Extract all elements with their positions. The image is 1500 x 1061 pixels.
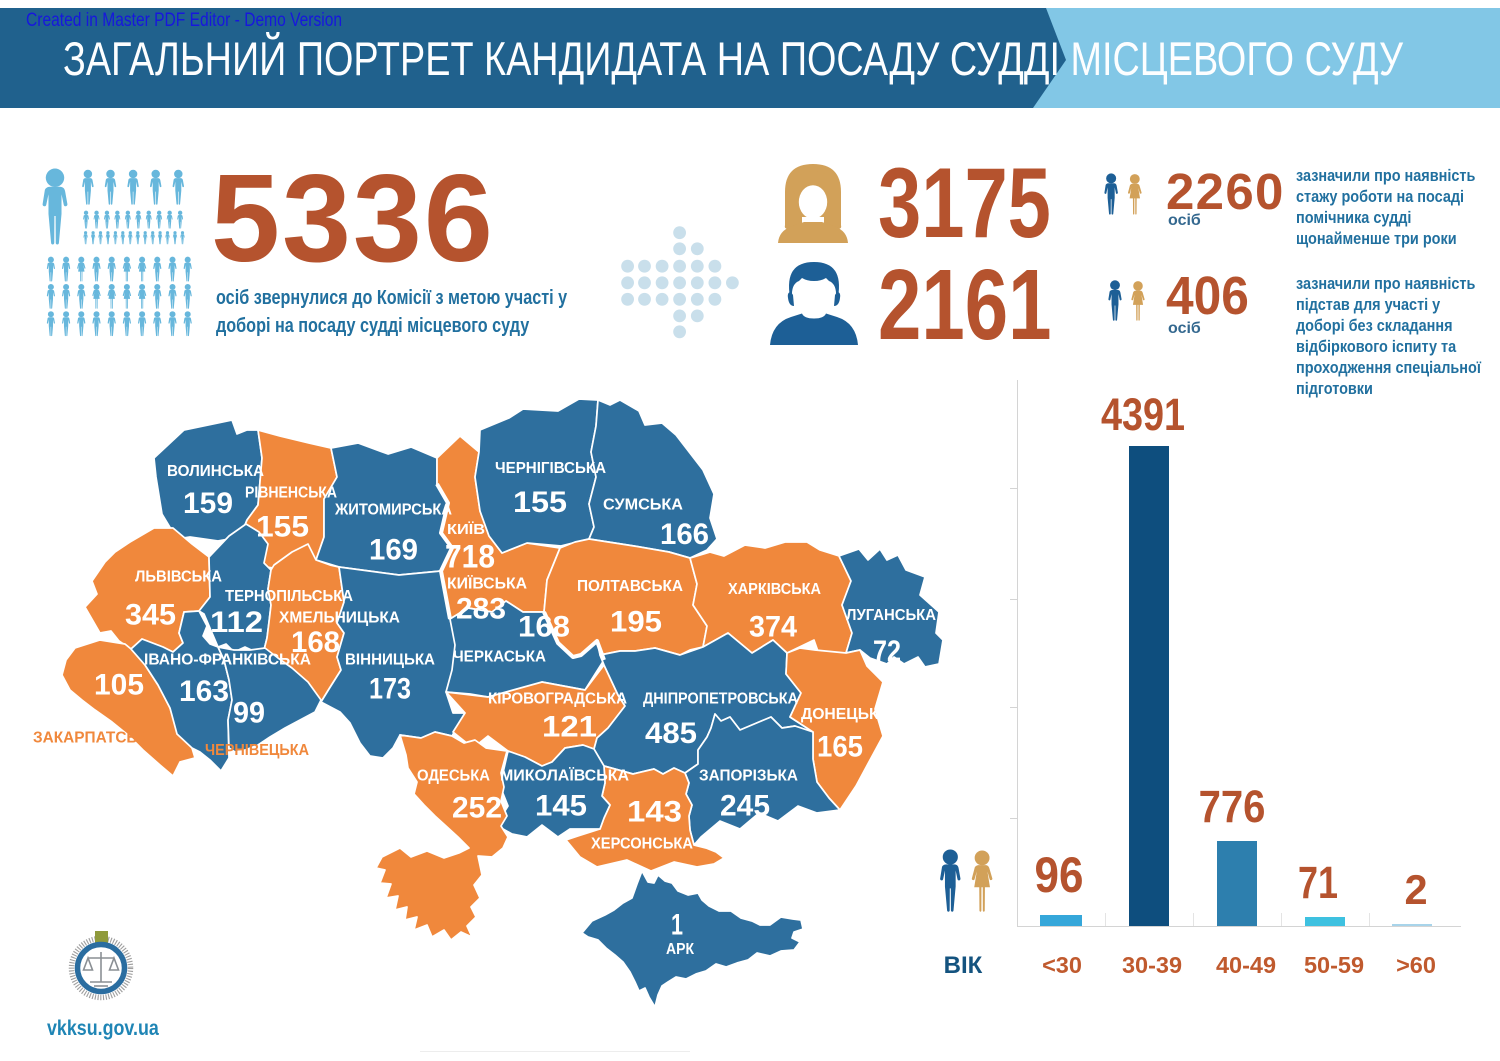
svg-text:ОДЕСЬКА: ОДЕСЬКА (417, 767, 490, 784)
svg-text:168: 168 (291, 626, 340, 659)
svg-text:99: 99 (233, 696, 265, 729)
svg-text:ЧЕРКАСЬКА: ЧЕРКАСЬКА (453, 648, 546, 665)
svg-text:ЧЕРНІГІВСЬКА: ЧЕРНІГІВСЬКА (495, 460, 606, 477)
svg-text:ТЕРНОПІЛЬСЬКА: ТЕРНОПІЛЬСЬКА (225, 588, 353, 605)
svg-text:374: 374 (749, 610, 797, 643)
svg-text:169: 169 (369, 533, 418, 566)
svg-text:163: 163 (179, 675, 229, 708)
svg-text:112: 112 (210, 606, 263, 639)
svg-text:ЗАПОРІЗЬКА: ЗАПОРІЗЬКА (699, 767, 798, 784)
svg-text:ЛУГАНСЬКА: ЛУГАНСЬКА (846, 607, 936, 624)
svg-text:ПОЛТАВСЬКА: ПОЛТАВСЬКА (577, 578, 683, 595)
svg-text:КИЇВ: КИЇВ (447, 521, 485, 538)
svg-text:718: 718 (445, 539, 495, 575)
svg-text:155: 155 (256, 510, 309, 543)
svg-text:168: 168 (518, 610, 570, 643)
svg-text:121: 121 (542, 710, 597, 743)
svg-text:485: 485 (645, 717, 697, 750)
svg-text:ЖИТОМИРСЬКА: ЖИТОМИРСЬКА (334, 501, 452, 518)
svg-text:ЛЬВІВСЬКА: ЛЬВІВСЬКА (135, 568, 222, 585)
svg-text:АРК: АРК (666, 941, 694, 958)
svg-text:1: 1 (671, 908, 683, 941)
svg-text:145: 145 (535, 789, 587, 822)
svg-text:143: 143 (627, 795, 682, 828)
svg-text:ХАРКІВСЬКА: ХАРКІВСЬКА (728, 581, 821, 598)
svg-text:252: 252 (452, 791, 502, 824)
svg-text:ЗАКАРПАТСЬКА: ЗАКАРПАТСЬКА (33, 729, 158, 746)
svg-text:РІВНЕНСЬКА: РІВНЕНСЬКА (245, 484, 337, 501)
svg-text:72: 72 (873, 635, 901, 668)
svg-text:ВІННИЦЬКА: ВІННИЦЬКА (345, 651, 435, 668)
svg-text:СУМСЬКА: СУМСЬКА (603, 496, 683, 513)
svg-text:ВОЛИНСЬКА: ВОЛИНСЬКА (167, 463, 264, 480)
svg-text:283: 283 (456, 592, 506, 625)
svg-text:ЧЕРНІВЕЦЬКА: ЧЕРНІВЕЦЬКА (205, 742, 309, 759)
svg-text:КІРОВОГРАДСЬКА: КІРОВОГРАДСЬКА (488, 690, 627, 707)
svg-text:173: 173 (369, 672, 411, 705)
svg-text:ДНІПРОПЕТРОВСЬКА: ДНІПРОПЕТРОВСЬКА (643, 690, 798, 707)
svg-text:ІВАНО-ФРАНКІВСЬКА: ІВАНО-ФРАНКІВСЬКА (144, 651, 311, 668)
svg-text:155: 155 (513, 486, 567, 519)
svg-text:МИКОЛАЇВСЬКА: МИКОЛАЇВСЬКА (500, 766, 629, 784)
svg-text:159: 159 (183, 487, 233, 520)
svg-text:105: 105 (94, 668, 144, 701)
svg-text:165: 165 (817, 730, 863, 763)
svg-text:166: 166 (660, 518, 709, 551)
svg-text:КИЇВСЬКА: КИЇВСЬКА (447, 574, 527, 592)
svg-text:245: 245 (720, 789, 770, 822)
svg-text:345: 345 (125, 598, 176, 631)
svg-text:ХЕРСОНСЬКА: ХЕРСОНСЬКА (591, 835, 693, 852)
svg-text:ДОНЕЦЬКА: ДОНЕЦЬКА (801, 706, 890, 723)
svg-text:195: 195 (610, 605, 662, 638)
svg-text:ХМЕЛЬНИЦЬКА: ХМЕЛЬНИЦЬКА (279, 609, 400, 626)
